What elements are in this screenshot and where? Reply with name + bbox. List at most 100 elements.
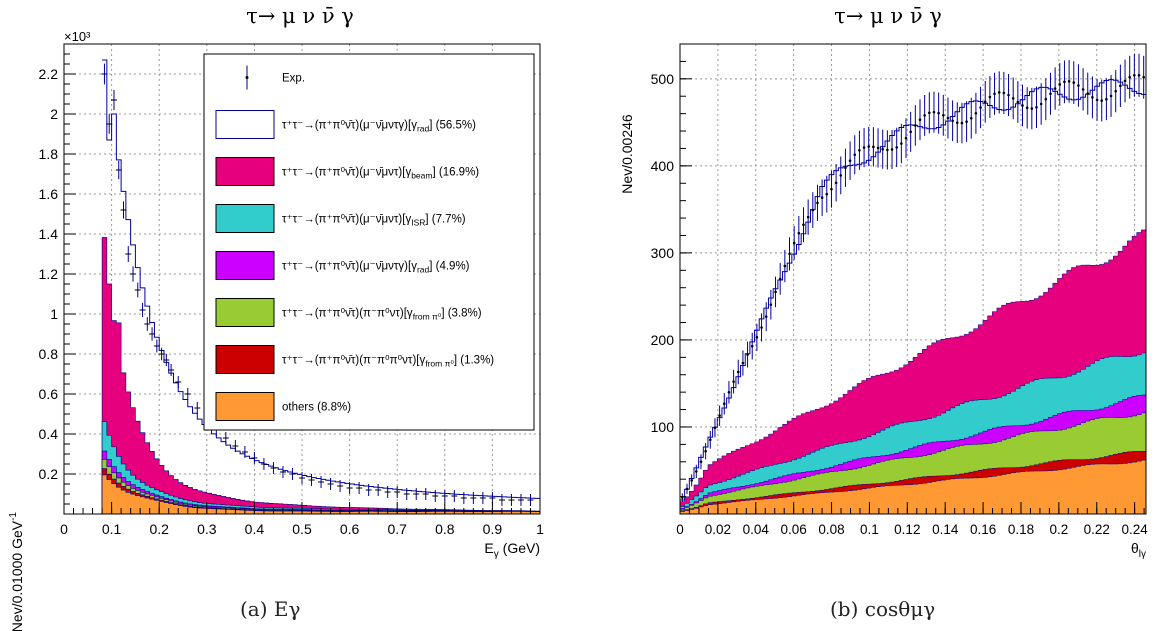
right-exp-point [1142,75,1145,79]
legend-swatch [215,204,275,233]
right-y-tick-label: 100 [651,419,675,435]
right-exp-point [1137,73,1141,77]
right-exp-point [974,111,978,115]
right-exp-point [746,353,749,356]
right-x-tick-label: 0.08 [818,522,844,537]
left-x-tick-label: 0.7 [387,521,407,537]
right-exp-point [858,148,861,152]
right-exp-point [834,181,838,185]
right-exp-point [900,142,903,145]
right-exp-point [704,449,707,453]
right-exp-point [1091,96,1094,99]
left-caption: (a) Eγ [240,597,301,621]
right-exp-point [937,111,940,115]
legend-label-tail: ] (7.7%) [425,214,465,226]
right-exp-point [732,380,735,383]
left-y-tick-label: 1.6 [39,186,59,202]
right-exp-point [876,146,880,150]
right-exp-point [690,479,693,482]
right-exp-point [872,145,875,149]
right-exp-point [1030,107,1034,110]
right-exp-point [983,100,987,104]
right-exp-point [904,136,908,140]
right-exp-point [783,264,787,268]
legend-label-sub: rad [417,124,430,134]
right-x-tick-label: 0.22 [1084,522,1110,537]
right-exp-point [993,92,996,96]
right-exp-point [839,174,843,177]
right-exp-point [914,124,917,127]
right-exp-point [1072,81,1076,84]
legend-label-sub: rad [417,265,430,275]
right-exp-point [774,290,777,294]
right-exp-point [1053,87,1057,90]
right-exp-point [1077,84,1080,87]
right-exp-point [695,470,698,473]
right-exp-point [685,487,689,491]
left-y-tick-label: 1.2 [39,266,59,282]
right-exp-point [718,414,721,417]
legend-swatch [215,110,275,139]
right-stacked-histogram [679,229,1147,514]
right-total-line [680,79,1146,501]
right-exp-point [1035,105,1038,109]
right-y-axis-label: Nev/0.00246 [619,114,635,194]
right-exp-point [764,315,768,318]
right-exp-point [951,119,954,123]
right-exp-point [848,159,852,162]
legend-label-main: others (8.8%) [282,402,351,414]
left-legend: Exp.τ⁺τ⁻→(π⁺π⁰ν̄τ)(μ⁻ν̄μντγ)[γrad] (56.5… [203,53,535,431]
right-exp-point [741,361,745,365]
right-exp-point [797,231,801,235]
right-exp-point [909,130,912,134]
legend-label-main: τ⁺τ⁻→(π⁺π⁰ν̄τ)(π⁻π⁰π⁰ντ)[γ [282,355,425,367]
right-exp-point [1025,106,1029,110]
right-exp-point [1081,88,1085,91]
legend-swatch [215,345,275,374]
right-exp-point [1039,102,1043,106]
right-exp-point [932,110,936,114]
left-stacked-histogram [101,237,541,514]
right-exp-point [1086,92,1090,95]
legend-label-sub: beam [411,171,432,181]
legend-label-tail: ] (4.9%) [429,261,469,273]
left-chart: τ→ μ ν ν̄ γ 0 0.1 0.2 0.3 0.4 0.5 0.6 0.7 0.8 0.9… [8,4,544,631]
right-exp-point [918,118,922,122]
left-x-tick-label: 1 [536,521,544,537]
left-y-tick-label: 2.2 [39,66,59,82]
left-y-tick-label: 0.8 [39,346,59,362]
right-exp-point [1049,92,1052,96]
right-exp-point [1021,104,1024,107]
left-y-tick-label: 2 [50,106,58,122]
left-y-tick-label: 0.2 [39,466,59,482]
legend-label-tail: ] (3.8%) [441,308,481,320]
right-exp-point [988,95,992,99]
left-y-exponent: ×10³ [64,29,91,44]
right-x-tick-label: 0 [676,522,684,537]
right-exp-point [886,148,889,152]
right-axes: 0 0.02 0.04 0.06 0.08 0.1 0.12 0.14 0.16 0.18 0.2 0… [651,43,1148,537]
left-exp-points [101,63,534,506]
right-exp-point [788,252,791,256]
left-y-axis-label: Nev/0.01000 GeV-1 [8,512,25,631]
left-x-tick-label: 0.1 [102,521,122,537]
right-exp-point [853,153,857,157]
right-y-tick-label: 400 [651,158,675,174]
legend-label-main: τ⁺τ⁻→(π⁺π⁰ν̄τ)(π⁻π⁰ντ)[γ [282,308,413,320]
right-x-tick-label: 0.1 [860,522,879,537]
right-x-tick-label: 0.24 [1121,522,1148,537]
right-exp-point [1002,91,1006,95]
right-exp-point [1128,75,1131,79]
right-exp-point [1044,97,1048,101]
right-exp-point [806,215,810,219]
legend-label-tail: ] (56.5%) [429,120,476,132]
right-exp-point [862,146,866,149]
legend-label-tail: ] (16.9%) [432,167,479,179]
right-exp-point [816,201,819,205]
right-exp-point [979,106,982,109]
legend-exp-marker [245,76,249,79]
right-x-tick-label: 0.14 [932,522,959,537]
right-exp-point [960,121,964,125]
right-exp-point [713,426,717,430]
right-x-tick-label: 0.2 [1049,522,1068,537]
